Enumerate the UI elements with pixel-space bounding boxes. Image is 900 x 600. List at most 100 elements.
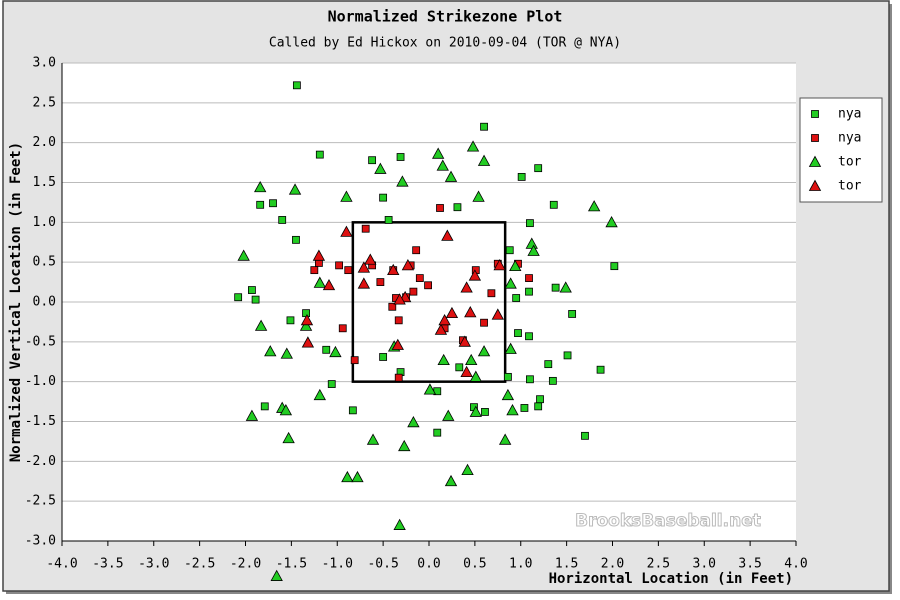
triangle-marker — [493, 259, 506, 271]
square-marker — [256, 200, 265, 209]
triangle-marker — [351, 470, 364, 483]
x-tick-label: 4.0 — [784, 557, 807, 572]
square-marker — [544, 360, 553, 369]
triangle-marker — [364, 253, 377, 265]
triangle-marker — [357, 277, 371, 289]
triangle-marker — [393, 518, 406, 530]
triangle-marker — [464, 306, 477, 318]
x-tick-label: 2.0 — [601, 557, 624, 572]
triangle-marker — [587, 200, 601, 212]
triangle-marker — [237, 249, 250, 261]
square-marker — [526, 375, 534, 384]
square-marker — [376, 278, 385, 286]
square-marker — [534, 402, 543, 411]
y-tick-label: 0.0 — [33, 295, 56, 310]
chart-title: Normalized Strikezone Plot — [328, 8, 563, 26]
square-marker — [517, 173, 526, 181]
triangle-marker — [299, 319, 313, 331]
chart-subtitle: Called by Ed Hickox on 2010-09-04 (TOR @… — [269, 36, 621, 51]
triangle-marker — [391, 338, 404, 350]
triangle-marker — [366, 433, 380, 445]
square-marker — [248, 286, 256, 294]
triangle-marker — [254, 180, 267, 193]
triangle-marker — [312, 249, 326, 261]
triangle-marker — [460, 281, 473, 293]
square-marker — [302, 309, 310, 318]
triangle-marker — [501, 388, 515, 401]
x-tick-label: 0.5 — [463, 557, 486, 572]
square-marker — [379, 193, 388, 202]
square-marker — [525, 332, 533, 341]
triangle-marker — [300, 313, 314, 326]
square-marker — [453, 203, 462, 212]
x-tick-label: -0.5 — [367, 557, 398, 572]
square-marker — [505, 246, 514, 255]
triangle-marker — [808, 179, 822, 191]
triangle-marker — [469, 370, 482, 382]
square-marker — [260, 402, 269, 411]
triangle-marker — [423, 383, 437, 395]
square-marker — [596, 365, 605, 374]
square-marker — [388, 302, 397, 311]
square-marker — [315, 150, 324, 159]
triangle-marker — [559, 281, 572, 293]
y-tick-label: -1.0 — [25, 374, 56, 389]
square-marker — [568, 310, 577, 318]
watermark: BrooksBaseball.net — [575, 511, 761, 531]
triangle-marker — [357, 261, 371, 273]
legend-label: nya — [838, 107, 861, 122]
y-tick-label: -2.0 — [25, 454, 56, 469]
square-marker — [581, 431, 589, 440]
square-marker — [481, 408, 489, 416]
x-tick-label: -1.0 — [322, 557, 353, 572]
y-tick-label: -0.5 — [25, 334, 56, 349]
triangle-marker — [279, 404, 293, 416]
triangle-marker — [393, 293, 406, 305]
triangle-marker — [444, 170, 458, 182]
square-marker — [504, 372, 512, 381]
triangle-marker — [340, 190, 353, 202]
square-marker — [512, 294, 521, 302]
x-tick-label: 3.5 — [738, 557, 761, 572]
square-marker — [368, 156, 377, 165]
triangle-marker — [444, 474, 458, 487]
square-marker — [520, 404, 529, 412]
square-marker — [455, 363, 464, 372]
square-marker — [350, 356, 359, 365]
square-marker — [536, 395, 544, 404]
triangle-marker — [436, 159, 449, 171]
square-marker — [327, 380, 336, 388]
square-marker — [415, 274, 424, 283]
triangle-marker — [270, 569, 283, 581]
square-marker — [412, 246, 421, 255]
triangle-marker — [504, 342, 517, 354]
triangle-marker — [341, 470, 354, 483]
square-marker — [525, 287, 533, 296]
square-marker — [394, 373, 403, 382]
square-marker — [548, 376, 557, 385]
y-tick-label: 0.5 — [33, 255, 56, 270]
x-tick-label: -2.5 — [184, 557, 215, 572]
x-tick-label: 0.0 — [417, 557, 440, 572]
x-tick-label: -4.0 — [46, 557, 77, 572]
triangle-marker — [498, 433, 512, 445]
triangle-marker — [398, 439, 411, 452]
strike-zone — [351, 221, 507, 383]
y-tick-label: -3.0 — [25, 534, 56, 549]
square-marker — [234, 293, 243, 302]
triangle-marker — [472, 190, 485, 202]
y-tick-label: 3.0 — [33, 56, 56, 71]
triangle-marker — [374, 162, 387, 174]
triangle-marker — [477, 345, 491, 357]
square-marker — [310, 266, 319, 275]
square-marker — [514, 329, 522, 337]
triangle-marker — [458, 335, 471, 347]
triangle-marker — [808, 155, 822, 167]
square-marker — [269, 199, 277, 208]
square-marker — [534, 164, 543, 173]
triangle-marker — [438, 313, 451, 326]
y-tick-label: 2.5 — [33, 95, 56, 110]
triangle-marker — [329, 345, 342, 358]
triangle-marker — [434, 323, 448, 335]
triangle-marker — [605, 216, 618, 228]
